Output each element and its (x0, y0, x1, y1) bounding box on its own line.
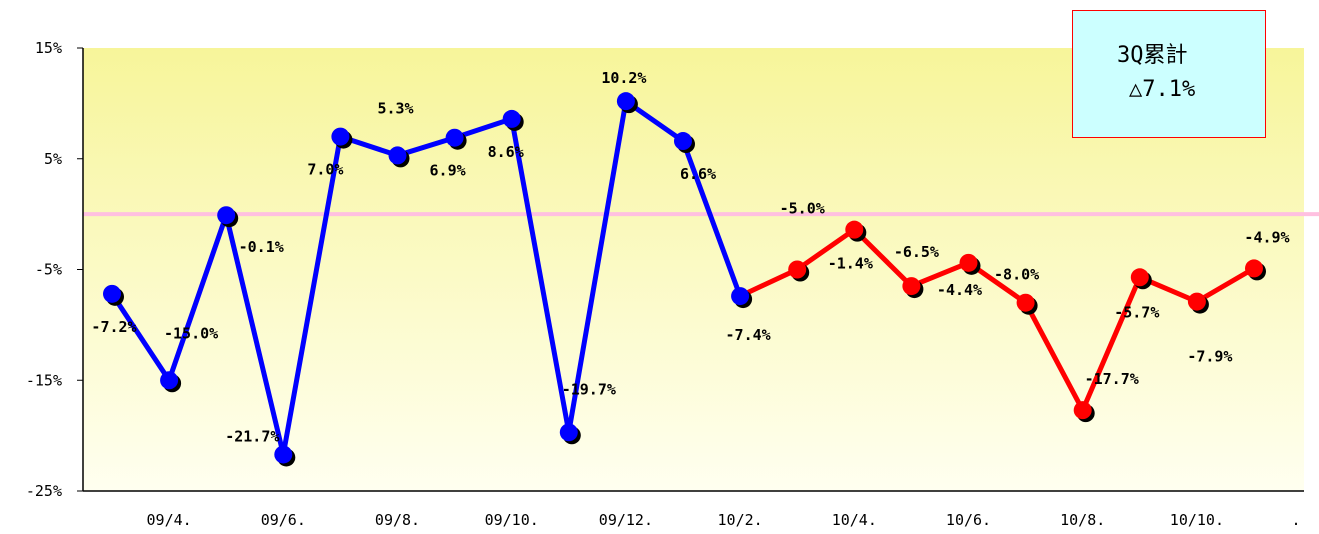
data-point (217, 206, 236, 225)
data-point (559, 423, 578, 442)
x-tick-label: 09/12. (599, 511, 653, 529)
data-label: 10.2% (601, 69, 646, 87)
data-label: -8.0% (994, 266, 1039, 284)
data-point (388, 146, 407, 165)
x-tick-label: 09/8. (375, 511, 420, 529)
data-label: 7.0% (307, 161, 343, 179)
data-point (445, 128, 464, 147)
y-tick-label: 5% (44, 150, 62, 168)
data-label: -19.7% (562, 380, 616, 398)
x-tick-label: 10/4. (832, 511, 877, 529)
x-tick-label: 10/6. (946, 511, 991, 529)
x-tick-label: 10/10. (1170, 511, 1224, 529)
data-label: -1.4% (828, 255, 873, 273)
data-point (845, 220, 864, 239)
data-label: -5.7% (1114, 303, 1159, 321)
data-label: 6.9% (430, 162, 466, 180)
x-tick-label: 10/8. (1060, 511, 1105, 529)
x-tick-label: 09/10. (485, 511, 539, 529)
data-point (274, 445, 293, 464)
data-point (1073, 401, 1092, 420)
data-point (331, 127, 350, 146)
data-label: -5.0% (780, 200, 825, 218)
data-point (1016, 293, 1035, 312)
y-tick-label: -5% (35, 261, 62, 279)
data-label: -7.9% (1187, 348, 1232, 366)
data-label: -7.2% (91, 318, 136, 336)
data-label: -4.9% (1244, 228, 1289, 246)
x-tick-label: 10/2. (718, 511, 763, 529)
x-tick-label: 09/4. (147, 511, 192, 529)
data-point (103, 284, 121, 303)
y-tick-label: 15% (35, 39, 62, 57)
x-tick-label: 09/6. (261, 511, 306, 529)
data-label: -4.4% (937, 281, 982, 299)
data-point (731, 287, 750, 306)
data-point (160, 371, 179, 390)
cumulative-callout-box: 3Q累計 △7.1% (1072, 10, 1266, 138)
data-label: -7.4% (726, 326, 771, 344)
data-point (902, 277, 921, 296)
x-tick-label: . (1291, 511, 1300, 529)
callout-value: △7.1% (1129, 77, 1196, 102)
data-label: -0.1% (239, 238, 284, 256)
callout-title: 3Q累計 (1117, 43, 1188, 68)
data-point (616, 92, 635, 111)
data-point (1187, 292, 1206, 311)
data-label: -15.0% (164, 324, 218, 342)
data-point (959, 253, 978, 272)
data-point (1130, 268, 1149, 287)
data-point (674, 132, 692, 151)
data-label: -6.5% (894, 243, 939, 261)
data-label: 6.6% (680, 165, 716, 183)
data-point (502, 109, 521, 128)
series-line (739, 227, 1256, 413)
data-label: 5.3% (377, 99, 413, 117)
data-point (788, 260, 807, 279)
y-tick-label: -25% (26, 482, 62, 500)
data-point (1245, 259, 1263, 278)
data-label: 8.6% (488, 143, 524, 161)
y-tick-label: -15% (26, 371, 62, 389)
data-label: -21.7% (225, 427, 279, 445)
data-label: -17.7% (1085, 370, 1139, 388)
